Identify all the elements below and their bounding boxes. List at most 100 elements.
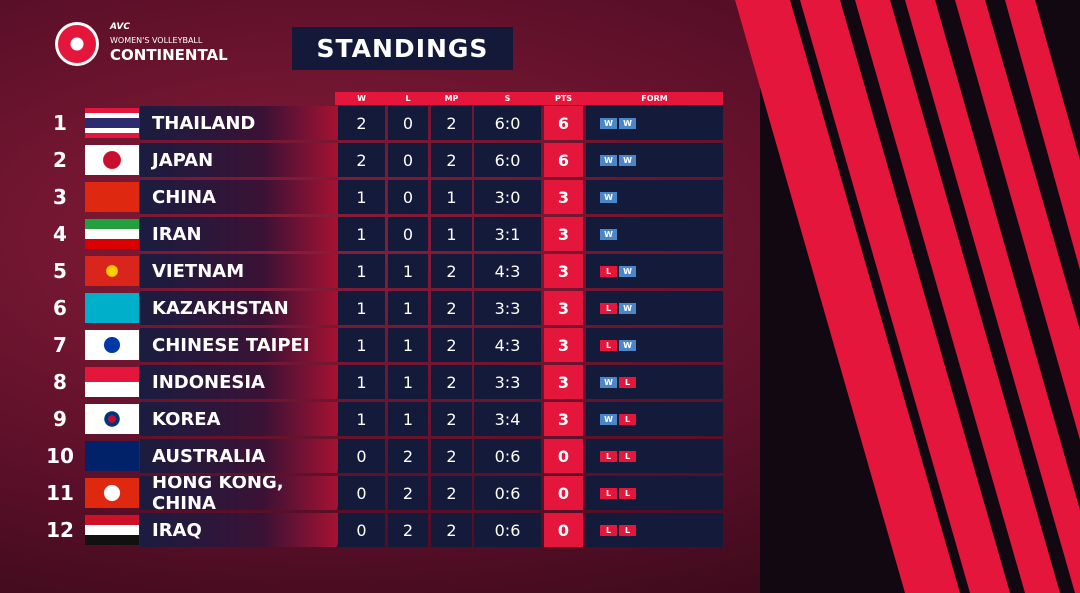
cell-s: 0:6 [474,439,541,473]
form-badge: W [600,191,617,203]
flag [85,256,139,286]
form-badge: L [619,524,636,536]
team-name: HONG KONG, CHINA [140,476,345,510]
cell-mp: 2 [431,254,472,288]
cell-s: 0:6 [474,476,541,510]
table-row: 9 KOREA 1 1 2 3:4 3 W L [0,402,1080,436]
form-badge: W [600,228,617,240]
table-row: 5 VIETNAM 1 1 2 4:3 3 L W [0,254,1080,288]
cell-pts: 3 [544,217,583,251]
cell-s: 3:1 [474,217,541,251]
cell-w: 1 [338,254,385,288]
cell-pts: 3 [544,402,583,436]
form-badge: W [600,117,617,129]
cell-s: 4:3 [474,328,541,362]
cell-mp: 2 [431,402,472,436]
cell-w: 0 [338,439,385,473]
flag [85,145,139,175]
cell-w: 2 [338,106,385,140]
column-header: PTS [554,94,573,103]
cell-l: 2 [388,439,428,473]
cell-pts: 3 [544,365,583,399]
cell-mp: 2 [431,291,472,325]
rank: 9 [53,407,67,431]
team-name: KOREA [140,402,345,436]
cell-l: 1 [388,365,428,399]
form-badge: L [600,524,617,536]
cell-l: 2 [388,476,428,510]
form-badge: W [619,302,636,314]
cell-s: 3:3 [474,291,541,325]
rank: 12 [46,518,74,542]
form-badge: L [619,413,636,425]
cell-w: 1 [338,180,385,214]
cell-mp: 2 [431,328,472,362]
column-header: MP [444,94,459,103]
form-badge: W [619,117,636,129]
cell-form: W [586,180,723,214]
flag [85,478,139,508]
form-badge: W [600,376,617,388]
rank: 1 [53,111,67,135]
cell-l: 0 [388,143,428,177]
cell-l: 1 [388,328,428,362]
rank: 5 [53,259,67,283]
cell-s: 3:0 [474,180,541,214]
rank: 6 [53,296,67,320]
column-header: W [357,94,366,103]
rank: 3 [53,185,67,209]
form-badge: L [600,302,617,314]
logo-main: CONTINENTAL [110,46,228,64]
logo-subtitle: WOMEN'S VOLLEYBALL [110,36,203,45]
logo: AVC WOMEN'S VOLLEYBALL CONTINENTAL [55,22,228,70]
header-bar: W L MP S PTS FORM [335,92,723,105]
cell-l: 1 [388,254,428,288]
flag [85,219,139,249]
rank: 2 [53,148,67,172]
rank: 10 [46,444,74,468]
team-name: IRAN [140,217,345,251]
table-row: 12 IRAQ 0 2 2 0:6 0 L L [0,513,1080,547]
table-row: 1 THAILAND 2 0 2 6:0 6 W W [0,106,1080,140]
cell-pts: 6 [544,106,583,140]
form-badge: L [619,450,636,462]
form-badge: L [619,487,636,499]
rank: 7 [53,333,67,357]
team-name: KAZAKHSTAN [140,291,345,325]
team-name: JAPAN [140,143,345,177]
cell-mp: 2 [431,439,472,473]
title: STANDINGS [292,27,513,70]
table-row: 4 IRAN 1 0 1 3:1 3 W [0,217,1080,251]
cell-l: 1 [388,402,428,436]
cell-s: 4:3 [474,254,541,288]
table-row: 10 AUSTRALIA 0 2 2 0:6 0 L L [0,439,1080,473]
cell-form: W [586,217,723,251]
flag [85,404,139,434]
cell-l: 1 [388,291,428,325]
flag [85,515,139,545]
flag [85,330,139,360]
form-badge: W [600,154,617,166]
form-badge: L [600,265,617,277]
cell-pts: 3 [544,180,583,214]
cell-w: 0 [338,476,385,510]
cell-w: 2 [338,143,385,177]
team-name: INDONESIA [140,365,345,399]
rank: 4 [53,222,67,246]
cell-pts: 3 [544,328,583,362]
cell-s: 0:6 [474,513,541,547]
cell-s: 3:3 [474,365,541,399]
cell-pts: 3 [544,254,583,288]
flag [85,108,139,138]
logo-avc: AVC [110,22,130,32]
team-name: IRAQ [140,513,345,547]
column-header: L [405,94,411,103]
cell-mp: 2 [431,365,472,399]
team-name: CHINESE TAIPEI [140,328,345,362]
flag [85,367,139,397]
